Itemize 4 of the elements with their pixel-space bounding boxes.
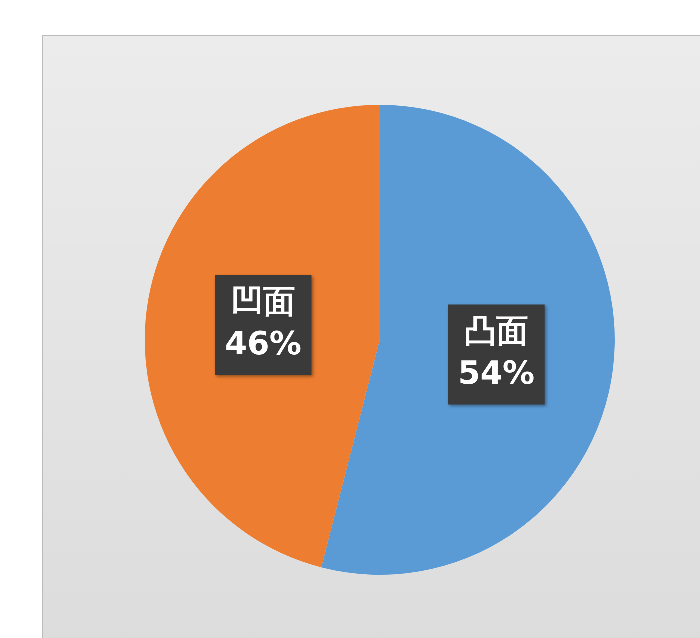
data-label: 54% (458, 354, 535, 392)
slice-label: 凹面 (231, 282, 296, 321)
data-label: 46% (225, 324, 302, 363)
slice-label: 凸面 (464, 312, 529, 350)
